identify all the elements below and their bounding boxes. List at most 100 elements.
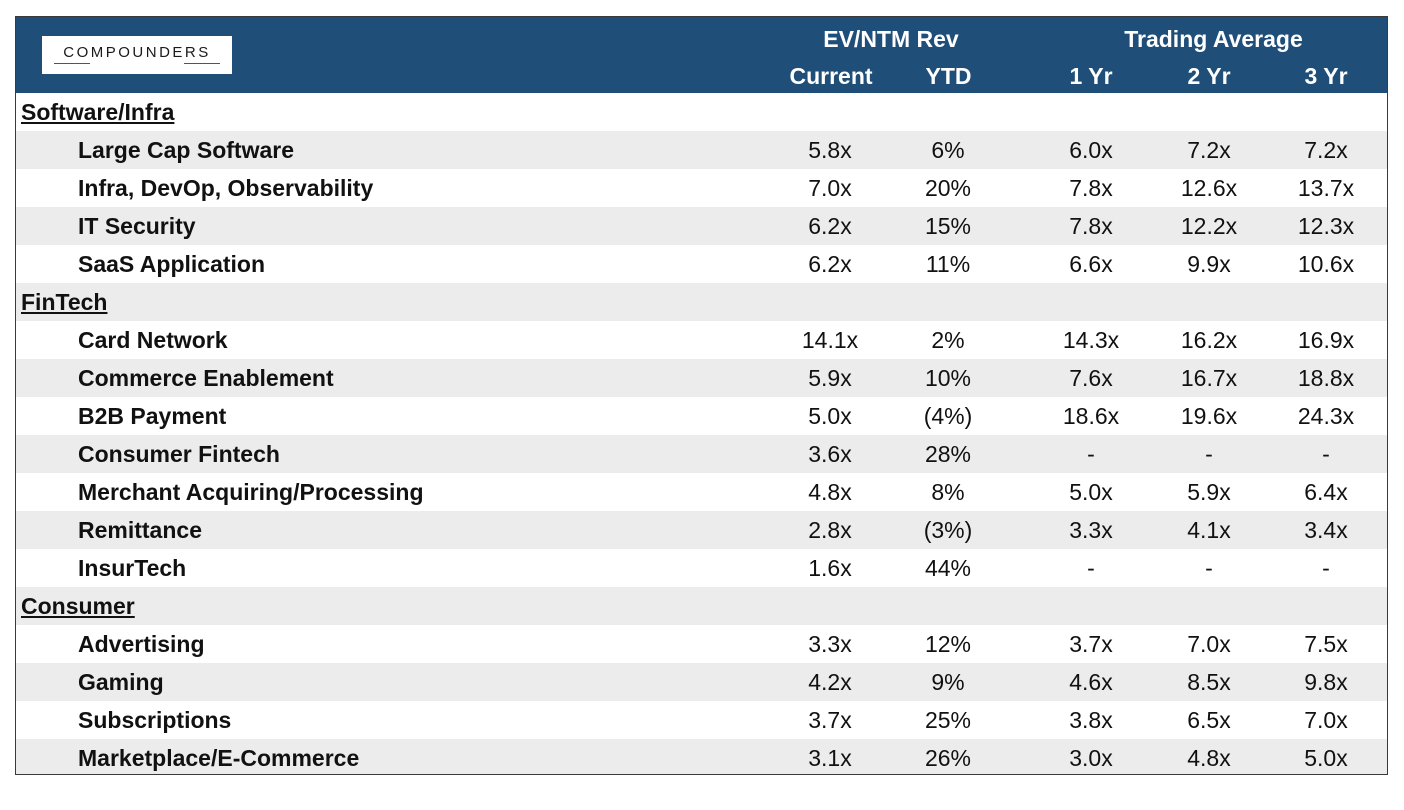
section-row: Software/Infra [16,93,1387,131]
logo-text: COMPOUNDERS [63,44,211,61]
cell-3yr: 10.6x [1297,251,1355,277]
cell-1yr: - [1087,441,1095,467]
cell-2yr: 5.9x [1187,479,1231,505]
row-label: Infra, DevOp, Observability [78,175,374,201]
cell-3yr: - [1322,555,1330,581]
cell-current: 6.2x [808,251,852,277]
cell-3yr: 7.0x [1304,707,1348,733]
header-group-trading-average: Trading Average [1124,26,1303,52]
cell-current: 3.6x [808,441,852,467]
row-label: Large Cap Software [78,137,294,163]
cell-3yr: 5.0x [1304,745,1348,771]
cell-3yr: 16.9x [1297,327,1355,353]
table-header: COMPOUNDERS EV/NTM Rev Trading Average C… [16,17,1387,93]
cell-2yr: 19.6x [1180,403,1238,429]
cell-3yr: 7.5x [1304,631,1348,657]
cell-2yr: 8.5x [1187,669,1231,695]
table-row: Merchant Acquiring/Processing 4.8x 8% 5.0x 5… [16,473,1387,511]
table-row: InsurTech 1.6x 44% - - - [16,549,1387,587]
row-label: B2B Payment [78,403,227,429]
cell-1yr: 6.6x [1069,251,1113,277]
cell-1yr: 3.0x [1069,745,1113,771]
table-row: Subscriptions 3.7x 25% 3.8x 6.5x 7.0x [16,701,1387,739]
cell-ytd: 10% [924,365,972,391]
cell-1yr: 4.6x [1069,669,1113,695]
table-row: B2B Payment 5.0x (4%) 18.6x 19.6x 24.3x [16,397,1387,435]
cell-current: 2.8x [808,517,852,543]
table-row: Gaming 4.2x 9% 4.6x 8.5x 9.8x [16,663,1387,701]
header-col-3yr: 3 Yr [1304,63,1348,89]
cell-current: 4.2x [808,669,852,695]
cell-2yr: 6.5x [1187,707,1231,733]
cell-3yr: 18.8x [1297,365,1355,391]
row-label: Remittance [78,517,202,543]
cell-1yr: - [1087,555,1095,581]
table-row: Infra, DevOp, Observability 7.0x 20% 7.8x 12… [16,169,1387,207]
cell-1yr: 3.8x [1069,707,1113,733]
cell-2yr: 4.1x [1187,517,1231,543]
cell-1yr: 7.8x [1069,213,1113,239]
table-row: Card Network 14.1x 2% 14.3x 16.2x 16.9x [16,321,1387,359]
cell-current: 7.0x [808,175,852,201]
row-label: Gaming [78,669,164,695]
logo-rule-left [54,63,90,64]
cell-2yr: 7.2x [1187,137,1231,163]
cell-1yr: 14.3x [1062,327,1120,353]
cell-current: 14.1x [801,327,859,353]
row-label: Subscriptions [78,707,232,733]
header-col-1yr: 1 Yr [1069,63,1113,89]
header-col-ytd: YTD [925,63,972,89]
row-label: Consumer Fintech [78,441,280,467]
row-label: Marketplace/E-Commerce [78,745,360,771]
row-label: Commerce Enablement [78,365,334,391]
table-row: Marketplace/E-Commerce 3.1x 26% 3.0x 4.8x 5.0… [16,739,1387,774]
cell-2yr: - [1205,555,1213,581]
compounders-logo: COMPOUNDERS [42,36,232,74]
cell-ytd: 25% [924,707,972,733]
cell-3yr: 7.2x [1304,137,1348,163]
cell-ytd: (3%) [923,517,973,543]
cell-1yr: 7.8x [1069,175,1113,201]
table-row: Commerce Enablement 5.9x 10% 7.6x 16.7x 18.8x [16,359,1387,397]
cell-ytd: 6% [931,137,965,163]
cell-current: 3.1x [808,745,852,771]
cell-ytd: 44% [924,555,972,581]
table-row: Advertising 3.3x 12% 3.7x 7.0x 7.5x [16,625,1387,663]
cell-current: 1.6x [808,555,852,581]
cell-ytd: 2% [931,327,965,353]
cell-ytd: 26% [924,745,972,771]
cell-current: 5.8x [808,137,852,163]
cell-ytd: 9% [931,669,965,695]
cell-1yr: 6.0x [1069,137,1113,163]
cell-ytd: 8% [931,479,965,505]
cell-ytd: 20% [924,175,972,201]
table-row: IT Security 6.2x 15% 7.8x 12.2x 12.3x [16,207,1387,245]
table-row: Large Cap Software 5.8x 6% 6.0x 7.2x 7.2x [16,131,1387,169]
cell-3yr: 9.8x [1304,669,1348,695]
cell-3yr: 12.3x [1297,213,1355,239]
section-row: FinTech [16,283,1387,321]
row-label: Merchant Acquiring/Processing [78,479,424,505]
cell-ytd: 15% [924,213,972,239]
header-group-ev-ntm-rev: EV/NTM Rev [823,26,959,52]
cell-2yr: - [1205,441,1213,467]
logo-rule-right [184,63,220,64]
row-label: InsurTech [78,555,187,581]
row-label: SaaS Application [78,251,266,277]
cell-3yr: 6.4x [1304,479,1348,505]
cell-3yr: 3.4x [1304,517,1348,543]
cell-current: 4.8x [808,479,852,505]
cell-current: 5.0x [808,403,852,429]
table-row: Consumer Fintech 3.6x 28% - - - [16,435,1387,473]
cell-2yr: 12.6x [1180,175,1238,201]
section-label: Software/Infra [21,99,175,125]
cell-1yr: 18.6x [1062,403,1120,429]
section-label: Consumer [21,593,135,619]
cell-ytd: 12% [924,631,972,657]
cell-2yr: 9.9x [1187,251,1231,277]
table-row: SaaS Application 6.2x 11% 6.6x 9.9x 10.6x [16,245,1387,283]
cell-3yr: - [1322,441,1330,467]
cell-2yr: 16.7x [1180,365,1238,391]
cell-ytd: (4%) [923,403,973,429]
cell-current: 3.3x [808,631,852,657]
